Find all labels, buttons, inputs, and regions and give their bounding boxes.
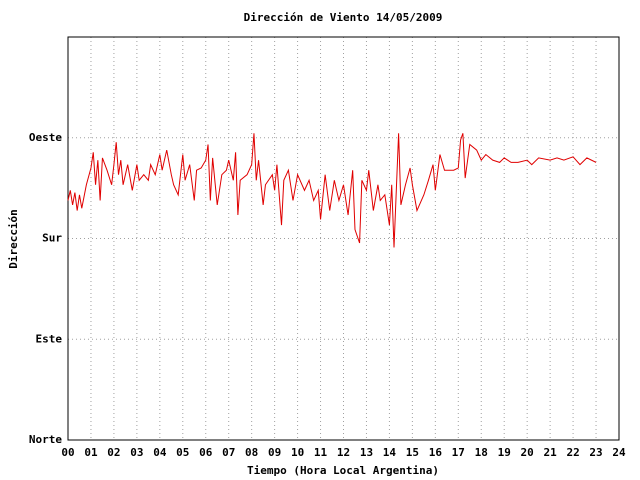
x-tick-label: 10 <box>291 446 304 459</box>
x-tick-label: 06 <box>199 446 213 459</box>
y-tick-label: Sur <box>42 232 62 245</box>
y-tick-label: Este <box>36 332 63 345</box>
chart-title: Dirección de Viento 14/05/2009 <box>244 11 443 24</box>
x-tick-label: 11 <box>314 446 328 459</box>
x-tick-label: 22 <box>566 446 579 459</box>
x-tick-label: 07 <box>222 446 235 459</box>
y-tick-label: Oeste <box>29 131 62 144</box>
x-tick-label: 02 <box>107 446 120 459</box>
x-tick-label: 12 <box>337 446 350 459</box>
x-tick-label: 04 <box>153 446 167 459</box>
y-axis-label: Dirección <box>7 209 20 269</box>
x-tick-label: 09 <box>268 446 281 459</box>
x-tick-label: 21 <box>544 446 558 459</box>
x-tick-label: 13 <box>360 446 373 459</box>
x-tick-label: 01 <box>84 446 98 459</box>
x-tick-label: 00 <box>61 446 74 459</box>
x-tick-label: 19 <box>498 446 511 459</box>
x-axis-label: Tiempo (Hora Local Argentina) <box>247 464 439 477</box>
x-tick-label: 14 <box>383 446 397 459</box>
x-tick-label: 15 <box>406 446 419 459</box>
x-tick-label: 16 <box>429 446 443 459</box>
x-tick-label: 17 <box>452 446 465 459</box>
x-tick-label: 20 <box>521 446 534 459</box>
x-tick-label: 23 <box>589 446 602 459</box>
plot-frame <box>67 36 620 441</box>
x-tick-label: 05 <box>176 446 189 459</box>
data-line <box>67 133 597 248</box>
x-tick-label: 24 <box>612 446 626 459</box>
x-tick-label: 18 <box>475 446 488 459</box>
x-tick-label: 08 <box>245 446 258 459</box>
y-tick-label: Norte <box>29 433 62 446</box>
x-tick-label: 03 <box>130 446 143 459</box>
